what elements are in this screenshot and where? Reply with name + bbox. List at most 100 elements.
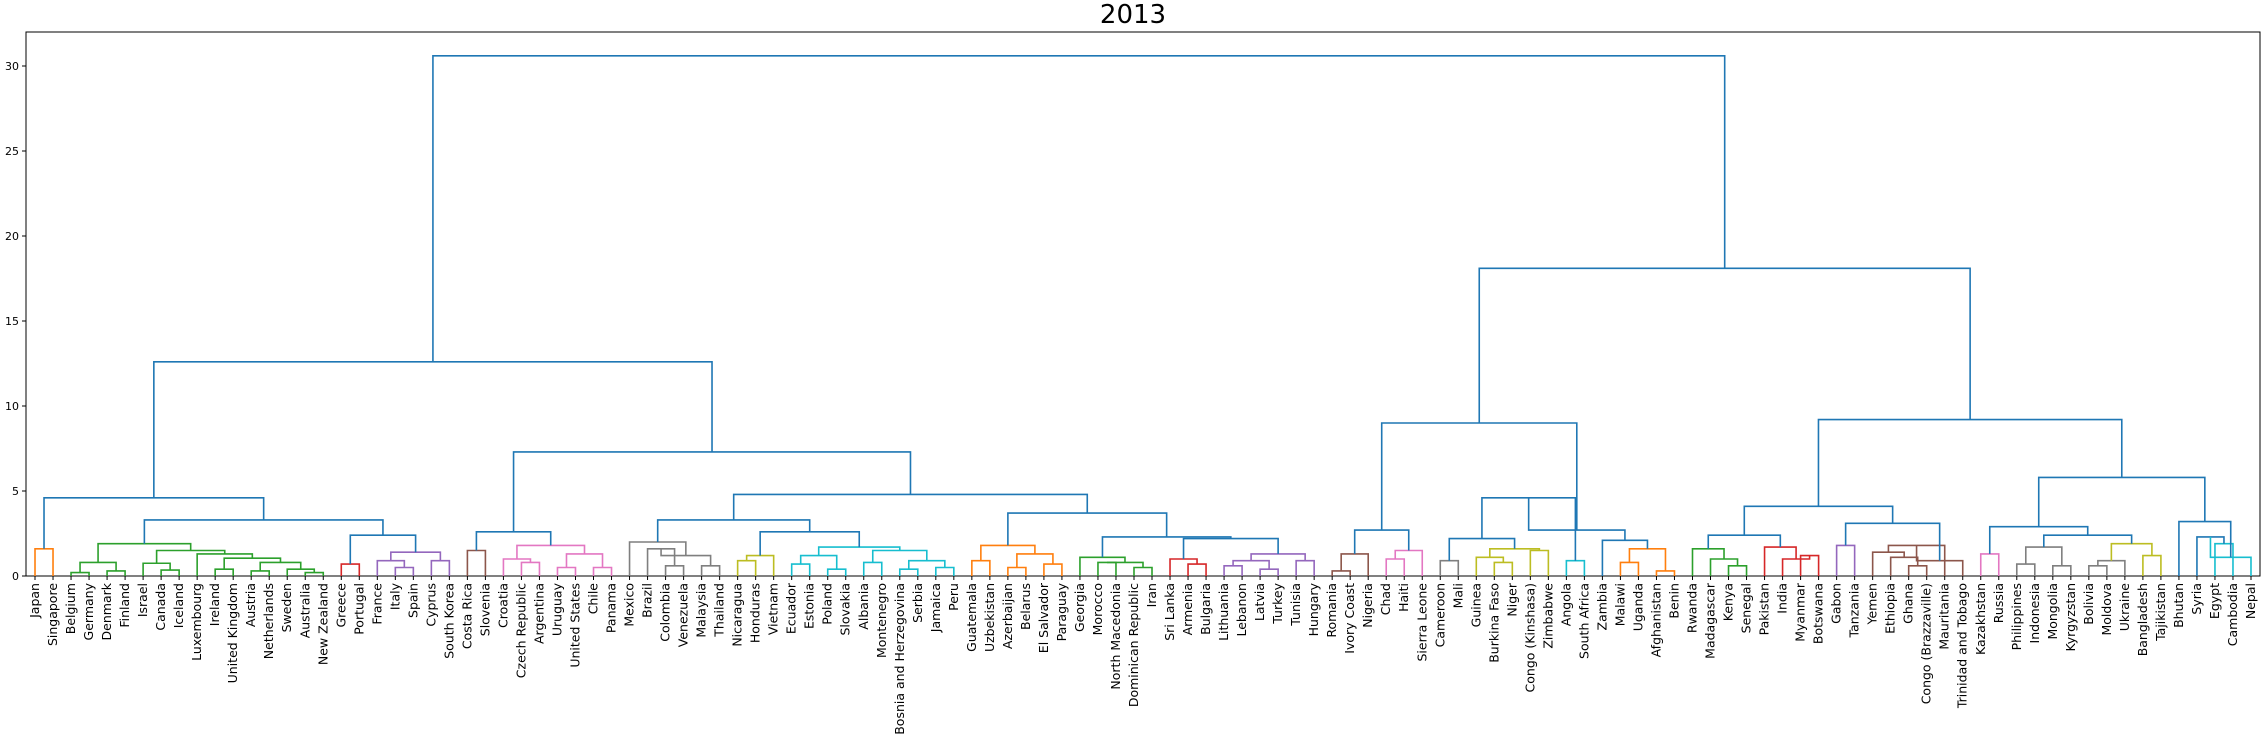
dendrogram-link <box>1439 559 1460 576</box>
dendrogram-link <box>1727 565 1748 576</box>
leaf-label: Tunisia <box>1288 583 1303 627</box>
dendrogram-link <box>1655 570 1676 576</box>
dendrogram-link <box>502 558 532 576</box>
chart-title: 2013 <box>1099 0 1167 30</box>
leaf-label: Malaysia <box>694 583 709 638</box>
leaf-label: Sierra Leone <box>1414 583 1429 662</box>
dendrogram-link <box>394 566 415 576</box>
dendrogram-link <box>1628 548 1667 571</box>
dendrogram-link <box>971 559 991 576</box>
plot-frame <box>25 31 2261 577</box>
leaf-label: Venezuela <box>676 583 691 647</box>
dendrogram-link <box>799 554 838 570</box>
leaf-label: Zambia <box>1594 583 1609 630</box>
leaf-label: Colombia <box>658 583 673 642</box>
dendrogram-link <box>732 493 1089 520</box>
leaf-label: Cambodia <box>2225 583 2240 646</box>
leaf-label: Thailand <box>712 583 727 638</box>
leaf-label: Luxembourg <box>189 583 204 661</box>
leaf-label: Australia <box>297 583 312 638</box>
leaf-label: Panama <box>604 583 619 633</box>
leaf-label: Lithuania <box>1216 583 1231 641</box>
leaf-label: Kazakhstan <box>1973 583 1988 655</box>
leaf-label: Montenegro <box>874 583 889 658</box>
dendrogram-link <box>2142 554 2162 576</box>
leaf-label: Italy <box>387 582 402 610</box>
leaf-label: Slovenia <box>477 583 492 636</box>
leaf-label: Dominican Republic <box>1126 583 1141 707</box>
dendrogram-link <box>214 568 234 576</box>
leaf-label: Peru <box>946 583 961 611</box>
y-tick-label: 15 <box>5 315 19 328</box>
dendrogram-link <box>1097 561 1117 576</box>
dendrogram-link <box>1889 556 1919 576</box>
leaf-label: Cameroon <box>1432 583 1447 647</box>
leaf-label: Nicaragua <box>730 583 745 647</box>
leaf-label: Belarus <box>1018 583 1033 630</box>
leaf-label: Slovakia <box>838 583 853 635</box>
leaf-label: Moldova <box>2099 583 2114 636</box>
dendrogram-link <box>70 571 90 576</box>
leaf-label: Denmark <box>99 582 114 640</box>
dendrogram-link <box>1169 558 1198 576</box>
dendrogram-link <box>1529 549 1550 576</box>
dendrogram-link <box>1394 549 1424 576</box>
leaf-label: Indonesia <box>2027 583 2042 643</box>
leaf-label: Rwanda <box>1684 583 1699 633</box>
leaf-label: Trinidad and Tobago <box>1955 583 1970 709</box>
leaf-label: Tajikistan <box>2153 583 2168 642</box>
leaf-label: Canada <box>153 583 168 631</box>
leaf-label: Spain <box>405 583 420 618</box>
dendrogram-link <box>1133 566 1153 576</box>
y-tick-label: 5 <box>12 485 19 498</box>
dendrogram-link <box>745 554 775 576</box>
leaf-label: Nigeria <box>1360 583 1375 628</box>
dendrogram-link <box>43 497 265 549</box>
leaf-label: Turkey <box>1270 582 1285 624</box>
dendrogram-link <box>1250 553 1306 561</box>
leaf-label: Serbia <box>910 583 925 623</box>
leaf-label: Ghana <box>1901 583 1916 624</box>
leaf-label: Kenya <box>1721 583 1736 621</box>
y-axis: 0 5 10 15 20 25 30 <box>5 60 26 583</box>
leaf-label: Sri Lanka <box>1162 583 1177 641</box>
dendrogram-link <box>2178 520 2232 576</box>
dendrogram-link <box>1478 267 1971 423</box>
leaf-label: Egypt <box>2207 583 2222 619</box>
dendrogram-link <box>664 565 685 576</box>
dendrogram-link <box>980 544 1036 561</box>
leaf-label: Congo (Brazzaville) <box>1919 583 1934 704</box>
dendrogram-link <box>1259 568 1279 576</box>
leaf-label: Finland <box>117 583 132 628</box>
dendrogram-link <box>390 551 442 561</box>
leaf-label: Argentina <box>531 583 546 644</box>
dendrogram-link <box>1331 570 1351 576</box>
leaf-label: Azerbaijan <box>1000 583 1015 649</box>
dendrogram-link <box>1565 559 1586 576</box>
leaf-label: Zimbabwe <box>1540 583 1555 649</box>
dendrogram-link <box>700 565 721 576</box>
dendrogram-link <box>376 559 406 576</box>
dendrogram-link <box>759 531 861 556</box>
dendrogram-link <box>2043 534 2133 548</box>
dendrogram-link <box>1385 558 1406 576</box>
leaf-label: Burkina Faso <box>1486 583 1501 663</box>
dendrogram-link <box>1709 558 1739 576</box>
dendrogram-link <box>2015 563 2036 576</box>
dendrogram-link <box>628 541 687 576</box>
leaf-label: Greece <box>333 583 348 628</box>
dendrogram-link <box>1106 561 1144 568</box>
leaf-label: Lebanon <box>1234 583 1249 637</box>
dendrogram-link <box>223 557 282 570</box>
leaf-label: Ivory Coast <box>1342 583 1357 654</box>
dendrogram-link <box>1691 548 1725 576</box>
dendrogram-link <box>826 568 847 576</box>
leaf-label: Morocco <box>1090 583 1105 635</box>
leaf-label: Poland <box>820 583 835 625</box>
leaf-label: Costa Rica <box>459 583 474 649</box>
dendrogram-link <box>1493 561 1514 576</box>
dendrogram-link <box>1988 525 2089 554</box>
y-tick-label: 20 <box>5 230 19 243</box>
y-tick-label: 30 <box>5 60 19 73</box>
leaf-label: Angola <box>1558 583 1573 626</box>
